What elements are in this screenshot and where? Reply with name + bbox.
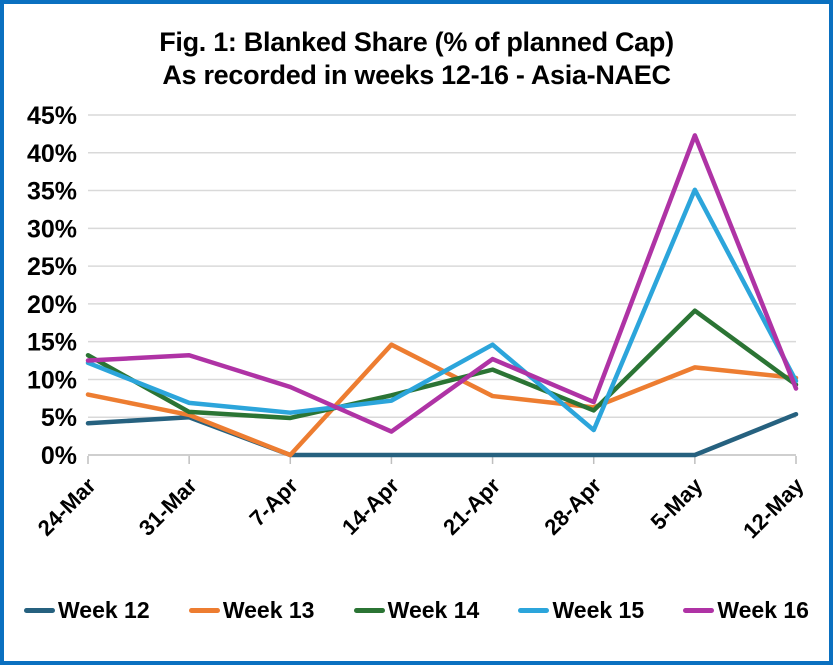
x-axis-label: 31-Mar bbox=[134, 473, 202, 541]
legend-label: Week 15 bbox=[552, 597, 645, 623]
series-line-week-13 bbox=[85, 342, 799, 458]
y-axis-label: 20% bbox=[27, 291, 77, 319]
legend-label: Week 12 bbox=[58, 597, 150, 623]
legend-item-week-15: Week 15 bbox=[518, 597, 644, 624]
y-axis-label: 5% bbox=[41, 404, 77, 432]
chart-title-line1: Fig. 1: Blanked Share (% of planned Cap) bbox=[159, 27, 674, 57]
x-axis-label: 28-Apr bbox=[539, 473, 606, 540]
y-axis-label: 0% bbox=[41, 442, 77, 470]
legend-swatch bbox=[518, 608, 550, 613]
y-axis-label: 40% bbox=[27, 140, 77, 168]
chart-legend: Week 12 Week 13 Week 14 Week 15 Week 16 bbox=[4, 597, 829, 624]
y-axis-label: 15% bbox=[27, 329, 77, 357]
legend-swatch bbox=[683, 608, 715, 613]
y-axis-label: 45% bbox=[27, 102, 77, 130]
legend-swatch bbox=[188, 608, 220, 613]
series-line-week-15 bbox=[85, 187, 799, 433]
x-axis-label: 7-Apr bbox=[245, 473, 304, 532]
series-line-week-14 bbox=[85, 308, 799, 421]
y-axis-label: 25% bbox=[27, 253, 77, 281]
chart-title: Fig. 1: Blanked Share (% of planned Cap)… bbox=[4, 26, 829, 92]
line-chart: 0% 5% 10% 15% 20% 25% 30% 35% 40% 45% 24-Mar 31-Mar… bbox=[27, 102, 809, 543]
chart-title-line2: As recorded in weeks 12-16 - Asia-NAEC bbox=[162, 60, 671, 90]
y-axis-label: 30% bbox=[27, 215, 77, 243]
legend-swatch bbox=[24, 608, 55, 613]
legend-item-week-12: Week 12 bbox=[24, 597, 150, 624]
x-axis-label: 21-Apr bbox=[438, 473, 505, 540]
legend-item-week-14: Week 14 bbox=[353, 597, 480, 624]
x-axis-label: 24-Mar bbox=[33, 473, 101, 541]
legend-label: Week 13 bbox=[222, 597, 315, 623]
series-line-week-16 bbox=[85, 133, 799, 434]
x-axis-label: 5-May bbox=[646, 472, 708, 534]
y-axis-label: 10% bbox=[27, 366, 77, 394]
y-axis-label: 35% bbox=[27, 178, 77, 206]
series-line-week-12 bbox=[85, 411, 799, 458]
legend-label: Week 14 bbox=[387, 597, 480, 623]
legend-item-week-13: Week 13 bbox=[188, 597, 315, 624]
x-axis-label: 12-May bbox=[738, 472, 809, 543]
legend-swatch bbox=[353, 608, 385, 613]
x-axis-label: 14-Apr bbox=[337, 473, 404, 540]
legend-item-week-16: Week 16 bbox=[683, 597, 809, 624]
legend-label: Week 16 bbox=[717, 597, 809, 623]
